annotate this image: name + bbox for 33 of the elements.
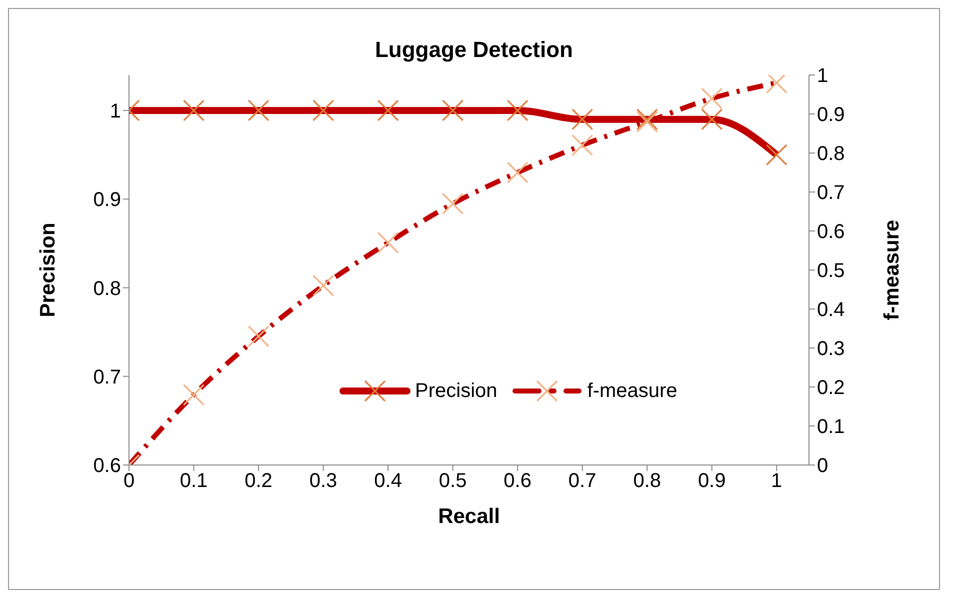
x-tick-label: 0.7 xyxy=(568,470,596,492)
y2-tick-label: 0.2 xyxy=(817,377,845,400)
chart-title: Luggage Detection xyxy=(374,37,574,63)
y2-tick-label: 1 xyxy=(817,65,828,88)
legend-label: Precision xyxy=(415,380,498,402)
y2-tick-label: 0.8 xyxy=(817,143,845,166)
y2-tick-label: 0 xyxy=(817,455,828,478)
y-tick-label: 1 xyxy=(110,100,121,123)
y-tick-label: 0.9 xyxy=(93,189,121,212)
x-tick-label: 0.4 xyxy=(374,470,402,492)
y2-tick-label: 0.4 xyxy=(817,299,845,322)
y-axis-title: Precision xyxy=(36,222,60,318)
x-tick-label: 0.3 xyxy=(309,470,338,492)
legend-label: f-measure xyxy=(587,380,678,402)
y2-tick-label: 0.7 xyxy=(817,182,845,204)
x-tick-label: 1 xyxy=(771,470,782,492)
x-tick-label: 0 xyxy=(123,470,135,492)
x-tick-label: 0.5 xyxy=(438,470,467,492)
y2-tick-label: 0.3 xyxy=(817,338,845,360)
x-tick-label: 0.9 xyxy=(698,470,726,492)
y2-tick-label: 0.5 xyxy=(817,260,845,282)
x-tick-label: 0.8 xyxy=(633,470,661,492)
y2-tick-label: 0.1 xyxy=(817,416,845,438)
y-tick-label: 0.7 xyxy=(93,366,121,388)
y2-tick-label: 0.6 xyxy=(817,221,845,244)
x-tick-label: 0.6 xyxy=(504,470,532,492)
x-axis-title: Recall xyxy=(438,505,500,528)
y2-axis-title: f-measure xyxy=(880,220,904,320)
y-tick-label: 0.8 xyxy=(93,278,121,300)
y-tick-label: 0.6 xyxy=(93,455,121,478)
x-tick-label: 0.2 xyxy=(244,470,272,492)
y2-tick-label: 0.9 xyxy=(817,104,845,126)
x-tick-label: 0.1 xyxy=(180,470,208,492)
